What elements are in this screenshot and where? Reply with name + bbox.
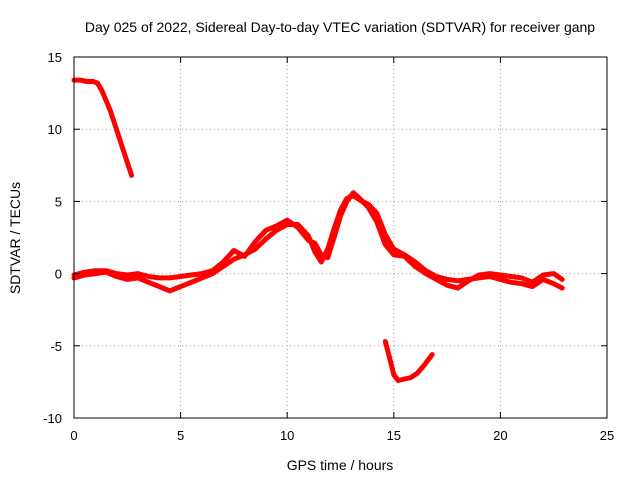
- x-tick-label: 15: [387, 428, 401, 443]
- plot-frame: [73, 56, 608, 419]
- y-tick-label: -5: [50, 339, 62, 354]
- series-line-late-arc: [382, 339, 435, 383]
- x-tick-label: 10: [280, 428, 294, 443]
- axis-ticks: 0 5 10 15 20 25 -10 -5 0 5 10 15: [43, 50, 614, 443]
- y-tick-label: 5: [55, 194, 62, 209]
- grid-lines: [74, 57, 607, 418]
- x-tick-label: 20: [493, 428, 507, 443]
- x-axis-label: GPS time / hours: [287, 457, 394, 473]
- y-axis-label: SDTVAR / TECUs: [7, 182, 23, 294]
- y-tick-label: 0: [55, 267, 62, 282]
- y-tick-label: 10: [48, 122, 62, 137]
- x-tick-label: 25: [600, 428, 614, 443]
- x-tick-label: 0: [70, 428, 77, 443]
- chart-title: Day 025 of 2022, Sidereal Day-to-day VTE…: [85, 19, 595, 35]
- series-line-main-arc-b: [71, 190, 565, 291]
- y-tick-label: -10: [43, 411, 62, 426]
- series-line-early-arc: [71, 77, 135, 178]
- x-tick-label: 5: [177, 428, 184, 443]
- data-series: [71, 77, 565, 383]
- y-tick-label: 15: [48, 50, 62, 65]
